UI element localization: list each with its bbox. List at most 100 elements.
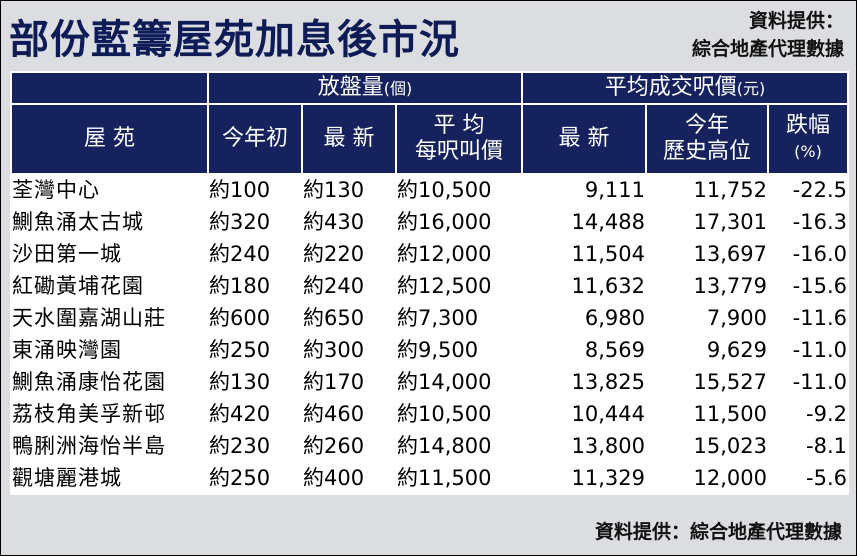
cell-avg-asking: 約16,000 bbox=[395, 205, 523, 239]
table-row: 觀塘麗港城 約250 約400 約11,500 11,329 12,000 -5… bbox=[10, 461, 849, 495]
group-header-price-unit: (元) bbox=[736, 78, 766, 98]
cell-drop: -11.0 bbox=[767, 365, 849, 399]
cell-estate: 天水圍嘉湖山莊 bbox=[10, 301, 209, 335]
cell-latest-price: 11,632 bbox=[521, 269, 647, 303]
cell-avg-asking: 約10,500 bbox=[395, 173, 523, 207]
group-header-listings-unit: (個) bbox=[383, 78, 413, 98]
cell-estate: 鰂魚涌康怡花園 bbox=[10, 365, 209, 399]
cell-avg-asking: 約12,500 bbox=[395, 269, 523, 303]
cell-latest-price: 11,504 bbox=[521, 237, 647, 271]
cell-latest-listings: 約130 bbox=[301, 173, 397, 207]
table-row: 荔枝角美孚新邨 約420 約460 約10,500 10,444 11,500 … bbox=[10, 397, 849, 431]
cell-year-high: 17,301 bbox=[645, 205, 769, 239]
cell-drop: -16.0 bbox=[767, 237, 849, 271]
cell-latest-listings: 約300 bbox=[301, 333, 397, 367]
cell-start-listings: 約230 bbox=[207, 429, 303, 463]
cell-estate: 鰂魚涌太古城 bbox=[10, 205, 209, 239]
cell-latest-listings: 約460 bbox=[301, 397, 397, 431]
group-header-row: 放盤量(個) 平均成交呎價(元) bbox=[10, 71, 849, 105]
cell-latest-price: 13,800 bbox=[521, 429, 647, 463]
header-drop-line2: (%) bbox=[794, 142, 822, 161]
cell-estate: 荔枝角美孚新邨 bbox=[10, 397, 209, 431]
table-row: 紅磡黃埔花園 約180 約240 約12,500 11,632 13,779 -… bbox=[10, 269, 849, 303]
group-header-listings: 放盤量(個) bbox=[207, 71, 523, 105]
cell-drop: -8.1 bbox=[767, 429, 849, 463]
cell-start-listings: 約240 bbox=[207, 237, 303, 271]
cell-avg-asking: 約11,500 bbox=[395, 461, 523, 495]
cell-drop: -5.6 bbox=[767, 461, 849, 495]
cell-latest-listings: 約650 bbox=[301, 301, 397, 335]
source-credit-label: 資料提供： bbox=[748, 10, 844, 32]
cell-year-high: 11,752 bbox=[645, 173, 769, 207]
cell-latest-price: 10,444 bbox=[521, 397, 647, 431]
cell-start-listings: 約180 bbox=[207, 269, 303, 303]
header-drop: 跌幅 (%) bbox=[767, 103, 849, 175]
header-latest-price: 最 新 bbox=[521, 103, 647, 175]
header-year-high-line2: 歷史高位 bbox=[662, 139, 751, 164]
header-start-of-year: 今年初 bbox=[207, 103, 303, 175]
cell-latest-listings: 約400 bbox=[301, 461, 397, 495]
cell-year-high: 11,500 bbox=[645, 397, 769, 431]
cell-estate: 東涌映灣園 bbox=[10, 333, 209, 367]
column-header-row: 屋 苑 今年初 最 新 平 均每呎叫價 最 新 今年 歷史高位 跌幅 (%) bbox=[10, 103, 849, 175]
cell-avg-asking: 約12,000 bbox=[395, 237, 523, 271]
corner-header-cell bbox=[10, 71, 209, 105]
table-row: 鰂魚涌太古城 約320 約430 約16,000 14,488 17,301 -… bbox=[10, 205, 849, 239]
cell-drop: -22.5 bbox=[767, 173, 849, 207]
source-credit-name: 綜合地產代理數據 bbox=[691, 38, 844, 60]
cell-year-high: 12,000 bbox=[645, 461, 769, 495]
group-header-price: 平均成交呎價(元) bbox=[521, 71, 849, 105]
table-row: 東涌映灣園 約250 約300 約9,500 8,569 9,629 -11.0 bbox=[10, 333, 849, 367]
cell-year-high: 13,779 bbox=[645, 269, 769, 303]
cell-latest-price: 6,980 bbox=[521, 301, 647, 335]
cell-latest-price: 14,488 bbox=[521, 205, 647, 239]
cell-estate: 紅磡黃埔花園 bbox=[10, 269, 209, 303]
cell-year-high: 13,697 bbox=[645, 237, 769, 271]
cell-latest-listings: 約170 bbox=[301, 365, 397, 399]
cell-drop: -11.6 bbox=[767, 301, 849, 335]
table-body: 荃灣中心 約100 約130 約10,500 9,111 11,752 -22.… bbox=[10, 173, 849, 495]
cell-avg-asking: 約14,000 bbox=[395, 365, 523, 399]
cell-year-high: 7,900 bbox=[645, 301, 769, 335]
cell-latest-price: 13,825 bbox=[521, 365, 647, 399]
cell-year-high: 9,629 bbox=[645, 333, 769, 367]
header-year-high: 今年 歷史高位 bbox=[645, 103, 769, 175]
cell-latest-listings: 約260 bbox=[301, 429, 397, 463]
cell-start-listings: 約130 bbox=[207, 365, 303, 399]
header-estate: 屋 苑 bbox=[10, 103, 209, 175]
cell-drop: -11.0 bbox=[767, 333, 849, 367]
cell-start-listings: 約250 bbox=[207, 333, 303, 367]
cell-year-high: 15,527 bbox=[645, 365, 769, 399]
header-avg-asking-line1: 平 均 bbox=[433, 113, 485, 138]
page-title: 部份藍籌屋苑加息後市況 bbox=[9, 17, 460, 63]
cell-latest-price: 8,569 bbox=[521, 333, 647, 367]
cell-estate: 沙田第一城 bbox=[10, 237, 209, 271]
estate-price-table: 放盤量(個) 平均成交呎價(元) 屋 苑 今年初 最 新 平 均每呎叫價 最 新… bbox=[10, 71, 849, 495]
cell-avg-asking: 約14,800 bbox=[395, 429, 523, 463]
cell-avg-asking: 約9,500 bbox=[395, 333, 523, 367]
header-drop-line1: 跌幅 bbox=[785, 113, 830, 138]
table-row: 天水圍嘉湖山莊 約600 約650 約7,300 6,980 7,900 -11… bbox=[10, 301, 849, 335]
cell-estate: 荃灣中心 bbox=[10, 173, 209, 207]
header-avg-asking-line2: 每呎叫價 bbox=[414, 139, 503, 164]
group-header-price-label: 平均成交呎價 bbox=[604, 74, 737, 100]
table-row: 鴨脷洲海怡半島 約230 約260 約14,800 13,800 15,023 … bbox=[10, 429, 849, 463]
cell-latest-listings: 約430 bbox=[301, 205, 397, 239]
cell-drop: -16.3 bbox=[767, 205, 849, 239]
cell-avg-asking: 約10,500 bbox=[395, 397, 523, 431]
group-header-listings-label: 放盤量 bbox=[317, 74, 384, 100]
cell-start-listings: 約420 bbox=[207, 397, 303, 431]
table-row: 沙田第一城 約240 約220 約12,000 11,504 13,697 -1… bbox=[10, 237, 849, 271]
source-credit-bottom: 資料提供：綜合地產代理數據 bbox=[594, 521, 842, 543]
cell-latest-listings: 約240 bbox=[301, 269, 397, 303]
table-row: 荃灣中心 約100 約130 約10,500 9,111 11,752 -22.… bbox=[10, 173, 849, 207]
cell-latest-price: 11,329 bbox=[521, 461, 647, 495]
cell-drop: -9.2 bbox=[767, 397, 849, 431]
cell-estate: 觀塘麗港城 bbox=[10, 461, 209, 495]
cell-start-listings: 約320 bbox=[207, 205, 303, 239]
cell-drop: -15.6 bbox=[767, 269, 849, 303]
source-credit-top: 資料提供： 綜合地產代理數據 bbox=[692, 7, 844, 63]
cell-start-listings: 約100 bbox=[207, 173, 303, 207]
cell-latest-price: 9,111 bbox=[521, 173, 647, 207]
